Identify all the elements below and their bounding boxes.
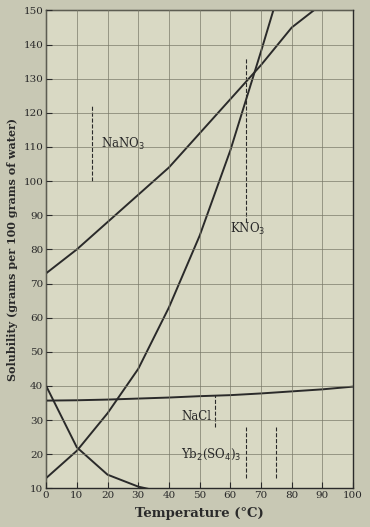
- Text: NaNO$_3$: NaNO$_3$: [101, 135, 145, 152]
- Text: KNO$_3$: KNO$_3$: [231, 221, 266, 237]
- Y-axis label: Solubility (grams per 100 grams of water): Solubility (grams per 100 grams of water…: [7, 118, 18, 381]
- X-axis label: Temperature (°C): Temperature (°C): [135, 507, 264, 520]
- Text: NaCl: NaCl: [181, 410, 211, 423]
- Text: Yb$_2$(SO$_4$)$_3$: Yb$_2$(SO$_4$)$_3$: [181, 446, 242, 462]
